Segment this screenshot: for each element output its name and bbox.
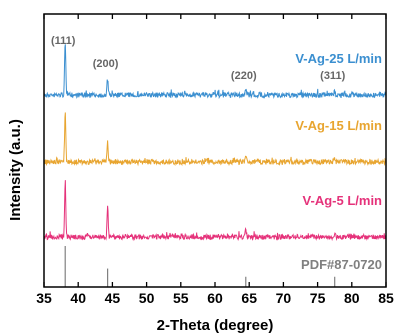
annotation-layer: V-Ag-25 L/min V-Ag-15 L/min V-Ag-5 L/min PD…	[51, 35, 382, 272]
x-tick-label: 70	[276, 290, 292, 306]
x-tick-label: 45	[105, 290, 121, 306]
x-tick-label: 35	[36, 290, 52, 306]
peak-label: (200)	[93, 58, 119, 70]
series-trace	[43, 112, 387, 167]
trace-layer	[43, 44, 387, 242]
x-axis-ticks: 35 40 45 50 55 60 65 70 75 80 85	[36, 14, 394, 306]
peak-label: (220)	[231, 70, 257, 82]
x-tick-label: 65	[241, 290, 257, 306]
x-axis-title: 2-Theta (degree)	[157, 317, 274, 334]
x-tick-label: 55	[173, 290, 189, 306]
x-tick-label: 80	[344, 290, 360, 306]
x-tick-label: 85	[378, 290, 394, 306]
peak-label: (311)	[320, 70, 345, 82]
peak-label: (111)	[51, 35, 76, 47]
reference-label: PDF#87-0720	[301, 257, 382, 272]
x-tick-label: 40	[70, 290, 86, 306]
x-tick-label: 50	[139, 290, 155, 306]
x-tick-label: 75	[310, 290, 326, 306]
series-label: V-Ag-5 L/min	[303, 193, 383, 208]
x-tick-label: 60	[207, 290, 223, 306]
reference-layer	[64, 246, 336, 287]
series-label: V-Ag-25 L/min	[295, 51, 382, 66]
series-label: V-Ag-15 L/min	[295, 118, 382, 133]
series-trace	[43, 180, 387, 242]
series-trace	[43, 44, 387, 100]
y-axis-title: Intensity (a.u.)	[7, 119, 24, 221]
